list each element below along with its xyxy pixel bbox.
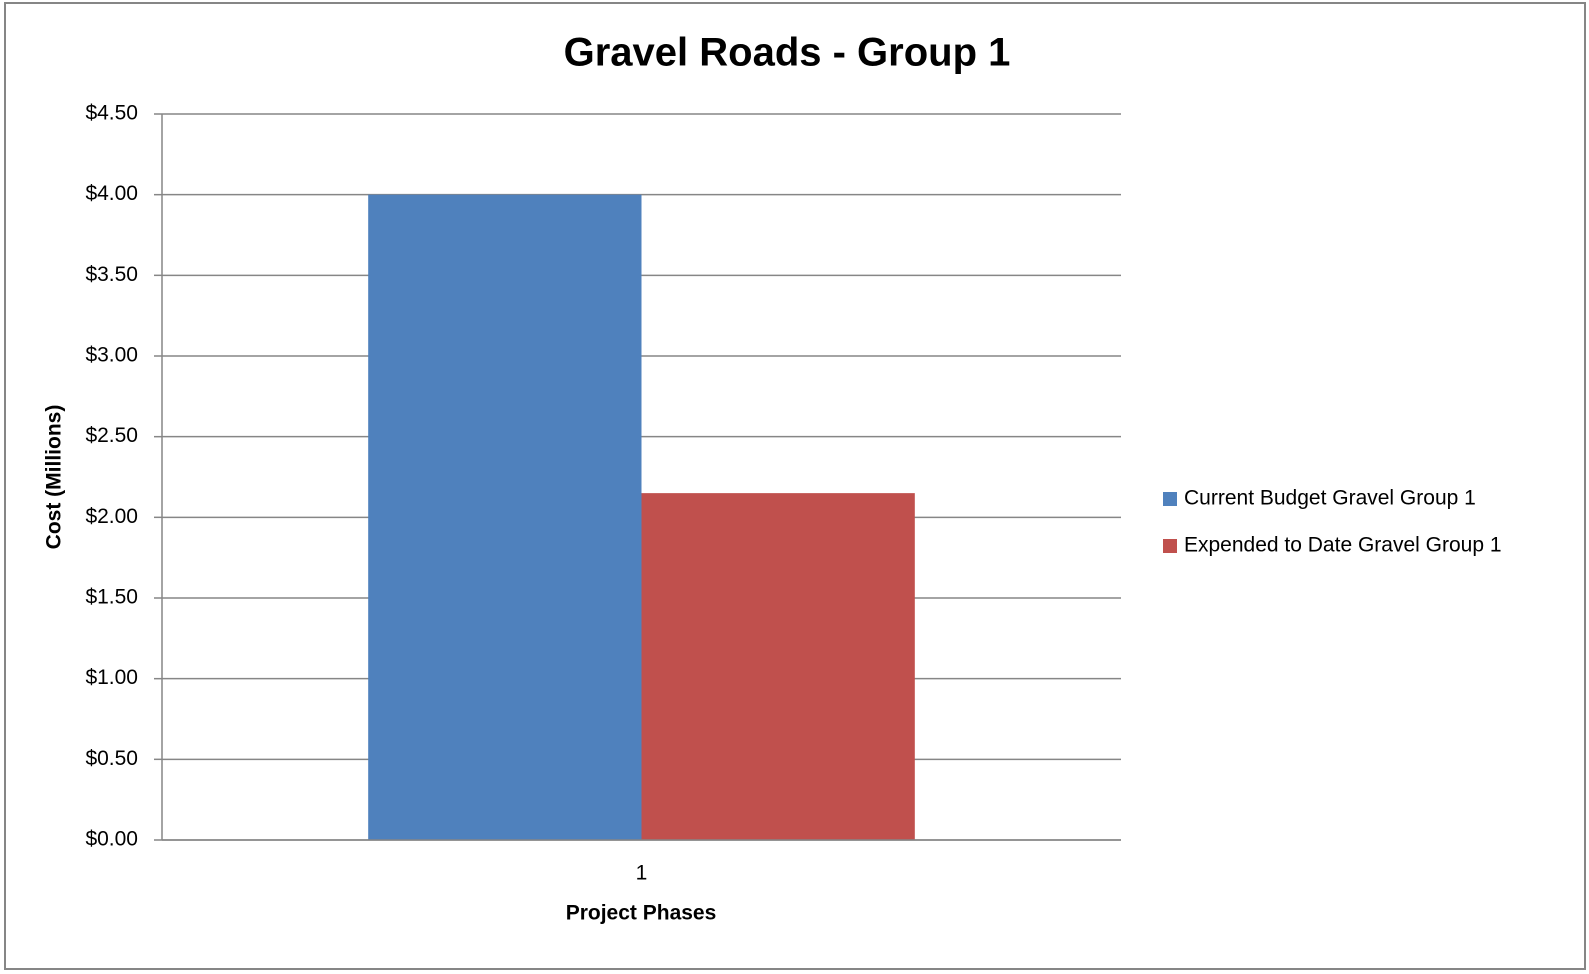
y-tick-label: $0.50 (85, 747, 138, 770)
y-tick-label: $0.00 (85, 828, 138, 851)
legend-label: Expended to Date Gravel Group 1 (1184, 534, 1502, 557)
y-tick-label: $2.50 (85, 424, 138, 447)
bar (641, 493, 915, 840)
bar (368, 194, 642, 840)
legend-swatch (1163, 492, 1177, 506)
y-tick-label: $1.00 (85, 666, 138, 689)
y-tick-label: $3.50 (85, 263, 138, 286)
y-tick-label: $1.50 (85, 586, 138, 609)
y-tick-label: $4.00 (85, 182, 138, 205)
chart-title: Gravel Roads - Group 1 (564, 31, 1011, 75)
y-tick-label: $2.00 (85, 505, 138, 528)
x-axis-label: Project Phases (566, 902, 717, 925)
y-tick-label: $4.50 (85, 102, 138, 125)
y-tick-label: $3.00 (85, 344, 138, 367)
legend-swatch (1163, 539, 1177, 553)
legend-label: Current Budget Gravel Group 1 (1184, 487, 1476, 510)
y-axis-label: Cost (Millions) (43, 405, 66, 550)
x-tick-label: 1 (636, 862, 648, 885)
